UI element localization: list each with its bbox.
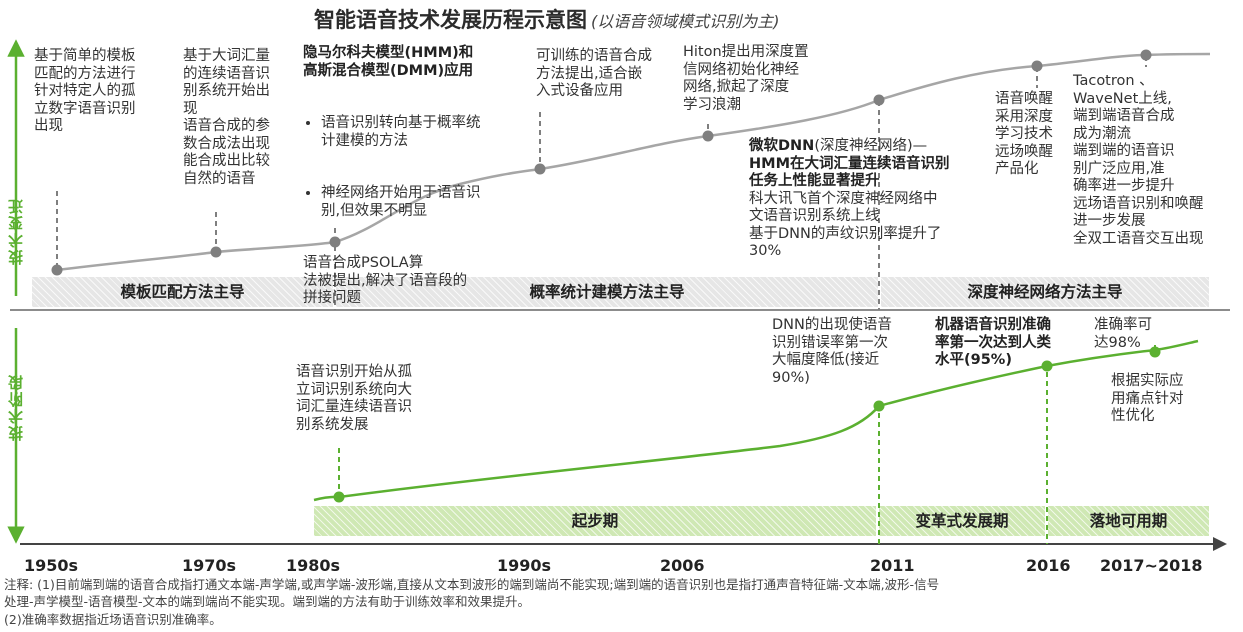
footnote-1b: 处理-声学模型-语音模型-文本的端到端尚不能实现。端到端的方法有助于训练效率和效… xyxy=(4,594,531,609)
band-template-matching: 模板匹配方法主导 xyxy=(32,277,333,307)
tech-evolution-curve xyxy=(56,52,1211,272)
event-2011-dnn-note: (深度神经网络)— xyxy=(814,138,928,154)
year-2016: 2016 xyxy=(1026,556,1071,575)
stage-node-1980s xyxy=(333,491,345,503)
event-2011: 微软DNN(深度神经网络)— HMM在大词汇量连续语音识别 任务上性能显著提升 … xyxy=(749,138,950,261)
diagram-title: 智能语音技术发展历程示意图 (以语音领域模式识别为主) xyxy=(314,4,780,34)
subtitle-text: (以语音领域模式识别为主) xyxy=(591,12,780,31)
year-2011: 2011 xyxy=(870,556,915,575)
event-2011-iflytek: 科大讯飞首个深度神经网络中 文语音识别系统上线 基于DNN的声纹识别率提升了 3… xyxy=(749,190,942,260)
event-1970s: 基于大词汇量 的连续语音识 别系统开始出 现 语音合成的参 数合成法出现 能合成… xyxy=(183,48,270,187)
stage-event-2018-accuracy: 准确率可 达98% xyxy=(1094,317,1152,351)
stage-event-1980s: 语音识别开始从孤 立词识别系统向大 词汇量连续语音识 别系统发展 xyxy=(296,364,412,433)
event-1980s-psola: 语音合成PSOLA算 法被提出,解决了语音段的 拼接问题 xyxy=(303,255,468,306)
year-1990s: 1990s xyxy=(497,556,552,575)
stage-node-2018 xyxy=(1149,346,1161,358)
event-1990s: 可训练的语音合成 方法提出,适合嵌 入式设备应用 xyxy=(536,48,652,99)
stage-node-2016 xyxy=(1041,360,1053,372)
year-1970s: 1970s xyxy=(182,556,237,575)
event-2006: Hiton提出用深度置 信网络初始化神经 网络,掀起了深度 学习浪潮 xyxy=(683,44,809,113)
title-text: 智能语音技术发展历程示意图 xyxy=(314,8,587,32)
footnote-2: (2)准确率数据指近场语音识别准确率。 xyxy=(4,612,222,627)
node-1950s xyxy=(51,264,63,276)
node-1970s xyxy=(210,246,222,258)
band-probability-modeling: 概率统计建模方法主导 xyxy=(336,277,878,307)
band-deep-neural-network: 深度神经网络方法主导 xyxy=(881,277,1209,307)
node-2011 xyxy=(873,94,885,106)
event-1980s-bullets: 语音识别转向基于概率统 计建模的方法 神经网络开始用于语音识 别,但效果不明显 xyxy=(303,80,481,255)
event-1980s-bullet-1: 语音识别转向基于概率统 计建模的方法 xyxy=(321,115,481,150)
stage-event-2011: DNN的出现使语音 识别错误率第一次 大幅度降低(接近 90%) xyxy=(772,317,892,386)
event-1980s-bullet-2: 神经网络开始用于语音识 别,但效果不明显 xyxy=(321,185,481,220)
node-2016 xyxy=(1031,60,1043,72)
tech-stage-curve xyxy=(313,339,1199,502)
node-2018 xyxy=(1140,49,1152,61)
year-1950s: 1950s xyxy=(24,556,79,575)
stage-event-2016: 机器语音识别准确 率第一次达到人类 水平(95%) xyxy=(935,317,1051,368)
stage-event-2018-optimize: 根据实际应 用痛点针对 性优化 xyxy=(1111,373,1184,424)
node-2006 xyxy=(702,130,714,142)
event-1950s: 基于简单的模板 匹配的方法进行 针对特定人的孤 立数字语音识别 出现 xyxy=(34,48,136,134)
event-1980s: 隐马尔科夫模型(HMM)和 高斯混合模型(DMM)应用 语音识别转向基于概率统 … xyxy=(303,45,481,308)
year-2006: 2006 xyxy=(660,556,705,575)
node-1990s xyxy=(534,163,546,175)
node-1980s xyxy=(329,236,341,248)
year-2017-2018: 2017~2018 xyxy=(1100,556,1203,575)
band-deployment-period: 落地可用期 xyxy=(1048,506,1209,536)
footnote-1a: 注释: (1)目前端到端的语音合成指打通文本端-声学端,或声学端-波形端,直接从… xyxy=(4,577,940,592)
event-2011-dnn: 微软DNN xyxy=(749,138,815,154)
event-2011-hmm: HMM在大词汇量连续语音识别 任务上性能显著提升 xyxy=(749,155,950,190)
band-transformation-period: 变革式发展期 xyxy=(879,506,1045,536)
event-2017-2018: Tacotron 、 WaveNet上线, 端到端语音合成 成为潮流 端到端的语… xyxy=(1073,73,1204,247)
band-startup-period: 起步期 xyxy=(314,506,876,536)
event-1980s-title: 隐马尔科夫模型(HMM)和 高斯混合模型(DMM)应用 xyxy=(303,45,474,79)
event-2016: 语音唤醒 采用深度 学习技术 远场唤醒 产品化 xyxy=(995,91,1053,177)
year-1980s: 1980s xyxy=(286,556,341,575)
stage-node-2011 xyxy=(873,400,885,412)
